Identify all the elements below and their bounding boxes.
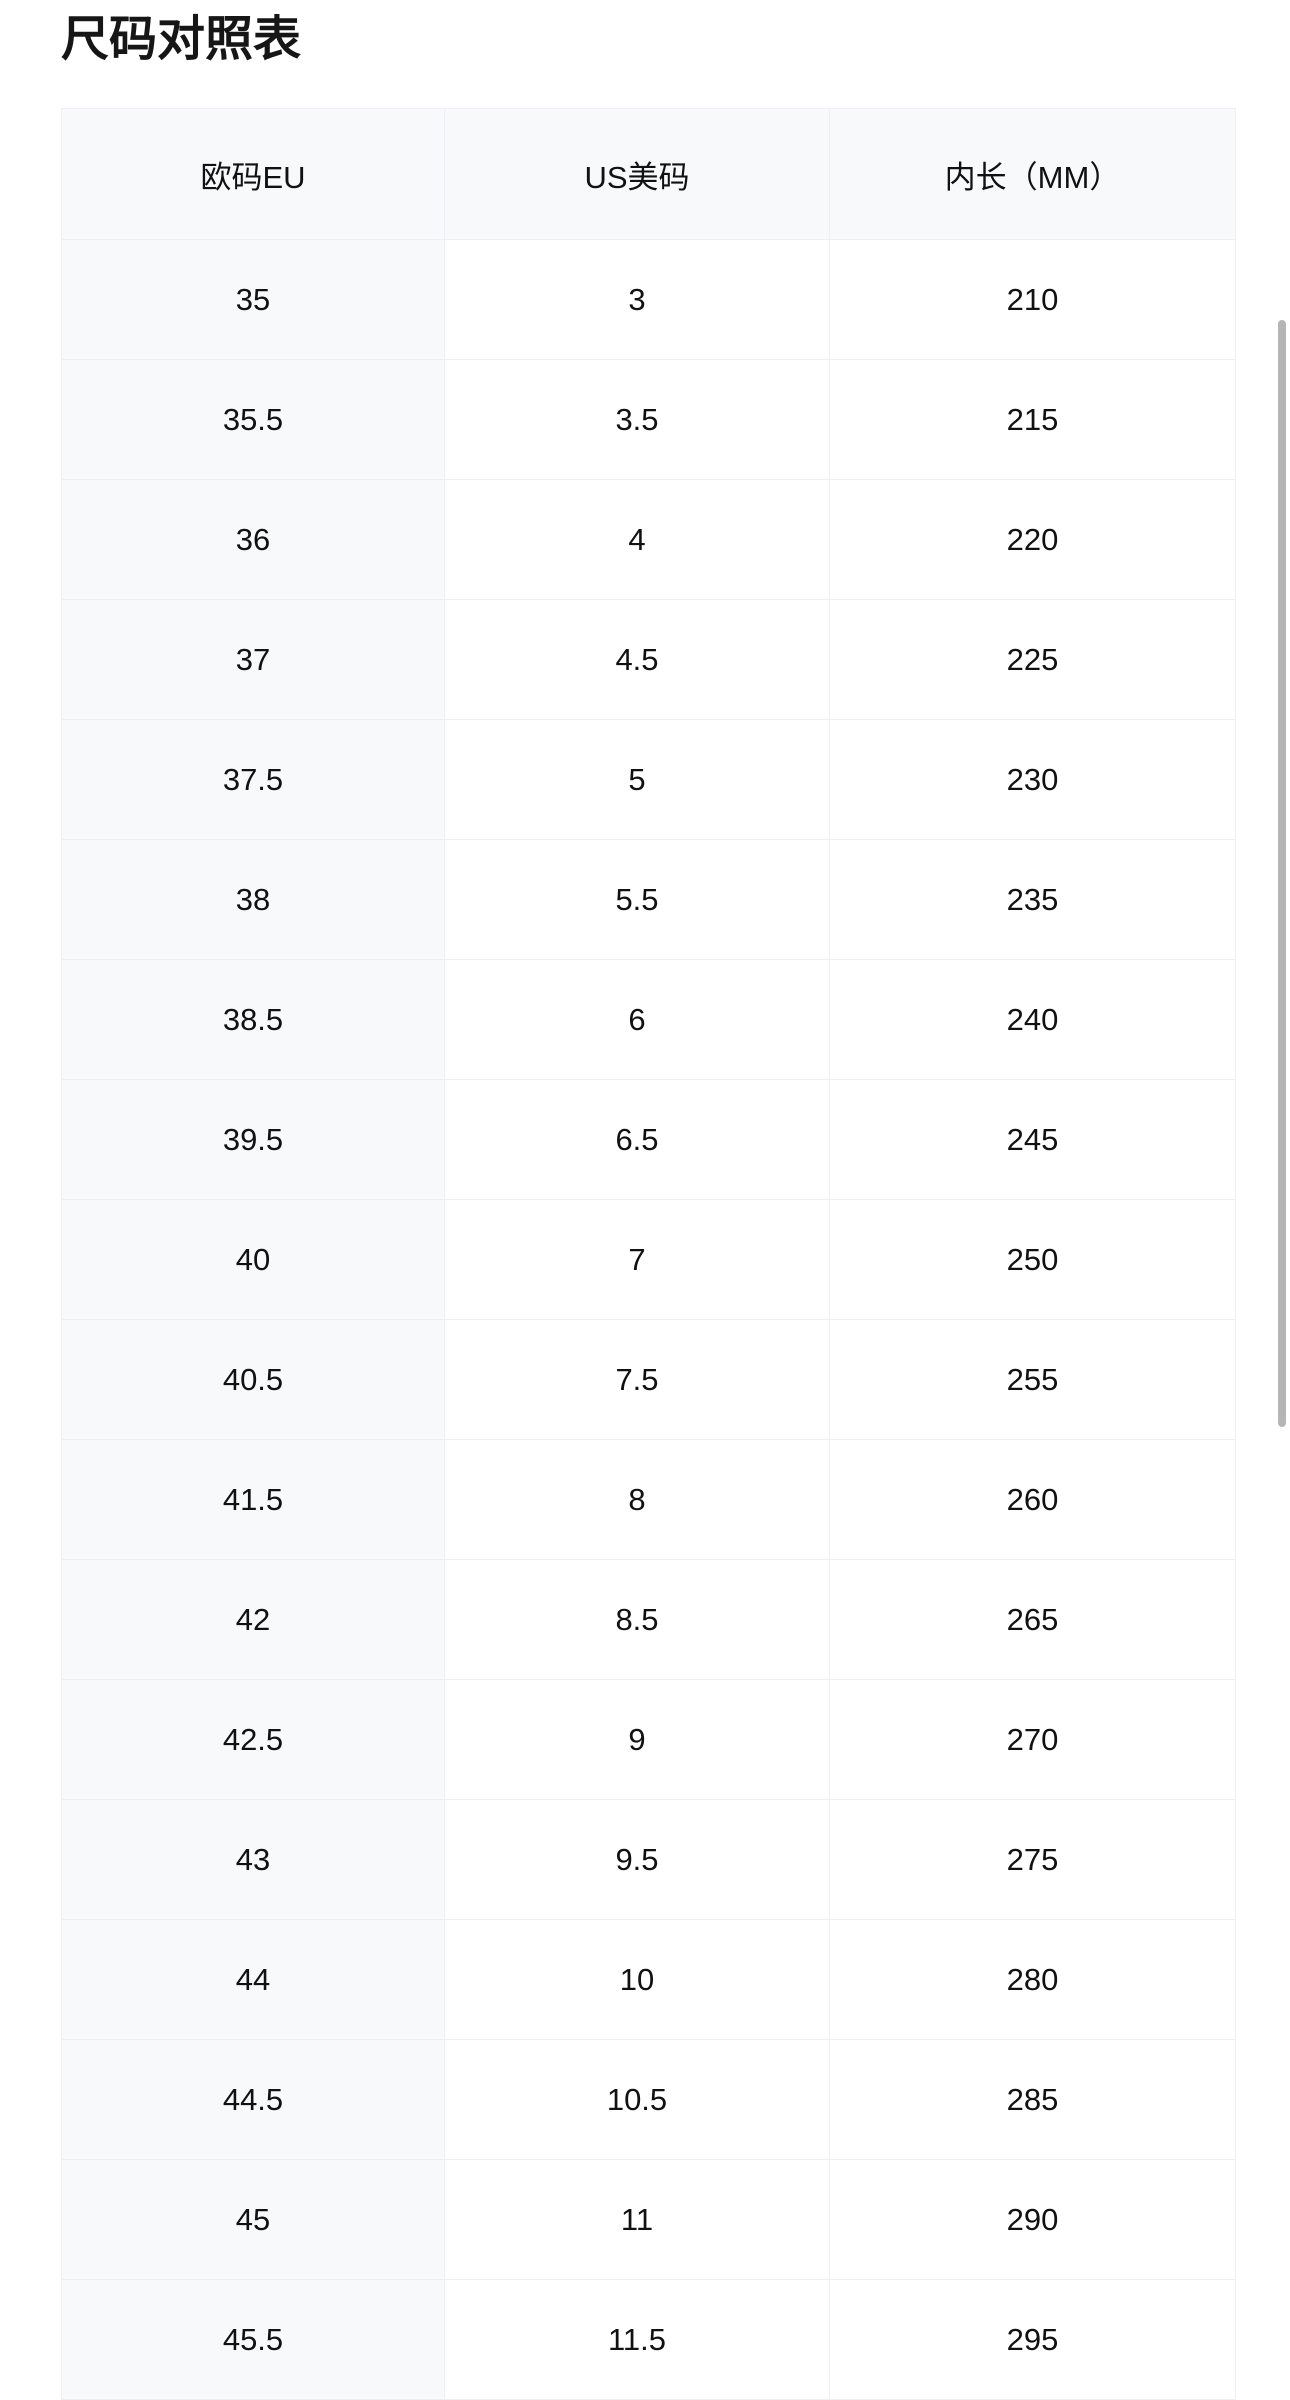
cell-inner-length: 270 bbox=[829, 1679, 1236, 1800]
vertical-scrollbar[interactable] bbox=[1278, 320, 1286, 1427]
table-row: 35.5 3.5 215 bbox=[61, 359, 1236, 480]
cell-eu-size: 44 bbox=[61, 1919, 445, 2040]
table-row: 41.5 8 260 bbox=[61, 1439, 1236, 1560]
table-row: 42 8.5 265 bbox=[61, 1559, 1236, 1680]
cell-eu-size: 45 bbox=[61, 2159, 445, 2280]
cell-eu-size: 44.5 bbox=[61, 2039, 445, 2160]
cell-eu-size: 37.5 bbox=[61, 719, 445, 840]
cell-inner-length: 285 bbox=[829, 2039, 1236, 2160]
cell-eu-size: 35 bbox=[61, 239, 445, 360]
cell-eu-size: 43 bbox=[61, 1799, 445, 1920]
cell-us-size: 5.5 bbox=[444, 839, 830, 960]
table-row: 40 7 250 bbox=[61, 1199, 1236, 1320]
cell-eu-size: 42.5 bbox=[61, 1679, 445, 1800]
table-row: 44 10 280 bbox=[61, 1919, 1236, 2040]
cell-inner-length: 245 bbox=[829, 1079, 1236, 1200]
cell-us-size: 11 bbox=[444, 2159, 830, 2280]
table-row: 37 4.5 225 bbox=[61, 599, 1236, 720]
cell-eu-size: 41.5 bbox=[61, 1439, 445, 1560]
table-row: 40.5 7.5 255 bbox=[61, 1319, 1236, 1440]
table-row: 44.5 10.5 285 bbox=[61, 2039, 1236, 2160]
table-row: 36 4 220 bbox=[61, 479, 1236, 600]
cell-us-size: 7.5 bbox=[444, 1319, 830, 1440]
cell-eu-size: 42 bbox=[61, 1559, 445, 1680]
cell-us-size: 6.5 bbox=[444, 1079, 830, 1200]
cell-inner-length: 260 bbox=[829, 1439, 1236, 1560]
cell-inner-length: 275 bbox=[829, 1799, 1236, 1920]
table-row: 42.5 9 270 bbox=[61, 1679, 1236, 1800]
cell-inner-length: 215 bbox=[829, 359, 1236, 480]
table-row: 35 3 210 bbox=[61, 239, 1236, 360]
page-title: 尺码对照表 bbox=[61, 13, 302, 66]
cell-inner-length: 230 bbox=[829, 719, 1236, 840]
cell-inner-length: 250 bbox=[829, 1199, 1236, 1320]
cell-us-size: 6 bbox=[444, 959, 830, 1080]
cell-inner-length: 265 bbox=[829, 1559, 1236, 1680]
size-chart-table: 欧码EU US美码 内长（MM） 35 3 210 35.5 3.5 215 36 4 220 3… bbox=[61, 108, 1236, 2400]
header-inner-length: 内长（MM） bbox=[829, 108, 1236, 240]
cell-us-size: 3.5 bbox=[444, 359, 830, 480]
header-eu-size: 欧码EU bbox=[61, 108, 445, 240]
cell-inner-length: 210 bbox=[829, 239, 1236, 360]
cell-us-size: 4 bbox=[444, 479, 830, 600]
cell-us-size: 8.5 bbox=[444, 1559, 830, 1680]
cell-us-size: 10 bbox=[444, 1919, 830, 2040]
cell-eu-size: 36 bbox=[61, 479, 445, 600]
cell-us-size: 7 bbox=[444, 1199, 830, 1320]
table-row: 39.5 6.5 245 bbox=[61, 1079, 1236, 1200]
cell-inner-length: 235 bbox=[829, 839, 1236, 960]
cell-us-size: 3 bbox=[444, 239, 830, 360]
cell-inner-length: 240 bbox=[829, 959, 1236, 1080]
cell-us-size: 4.5 bbox=[444, 599, 830, 720]
cell-eu-size: 37 bbox=[61, 599, 445, 720]
cell-inner-length: 295 bbox=[829, 2279, 1236, 2400]
cell-us-size: 9.5 bbox=[444, 1799, 830, 1920]
cell-us-size: 5 bbox=[444, 719, 830, 840]
cell-eu-size: 38 bbox=[61, 839, 445, 960]
table-row: 43 9.5 275 bbox=[61, 1799, 1236, 1920]
cell-us-size: 11.5 bbox=[444, 2279, 830, 2400]
cell-eu-size: 40 bbox=[61, 1199, 445, 1320]
cell-eu-size: 35.5 bbox=[61, 359, 445, 480]
cell-inner-length: 225 bbox=[829, 599, 1236, 720]
cell-us-size: 8 bbox=[444, 1439, 830, 1560]
cell-inner-length: 220 bbox=[829, 479, 1236, 600]
header-us-size: US美码 bbox=[444, 108, 830, 240]
cell-eu-size: 38.5 bbox=[61, 959, 445, 1080]
cell-inner-length: 290 bbox=[829, 2159, 1236, 2280]
cell-eu-size: 45.5 bbox=[61, 2279, 445, 2400]
table-row: 45 11 290 bbox=[61, 2159, 1236, 2280]
table-row: 37.5 5 230 bbox=[61, 719, 1236, 840]
table-row: 38 5.5 235 bbox=[61, 839, 1236, 960]
cell-inner-length: 255 bbox=[829, 1319, 1236, 1440]
cell-us-size: 10.5 bbox=[444, 2039, 830, 2160]
table-row: 45.5 11.5 295 bbox=[61, 2279, 1236, 2400]
cell-eu-size: 39.5 bbox=[61, 1079, 445, 1200]
cell-eu-size: 40.5 bbox=[61, 1319, 445, 1440]
cell-us-size: 9 bbox=[444, 1679, 830, 1800]
table-row: 38.5 6 240 bbox=[61, 959, 1236, 1080]
cell-inner-length: 280 bbox=[829, 1919, 1236, 2040]
table-header-row: 欧码EU US美码 内长（MM） bbox=[61, 108, 1236, 240]
